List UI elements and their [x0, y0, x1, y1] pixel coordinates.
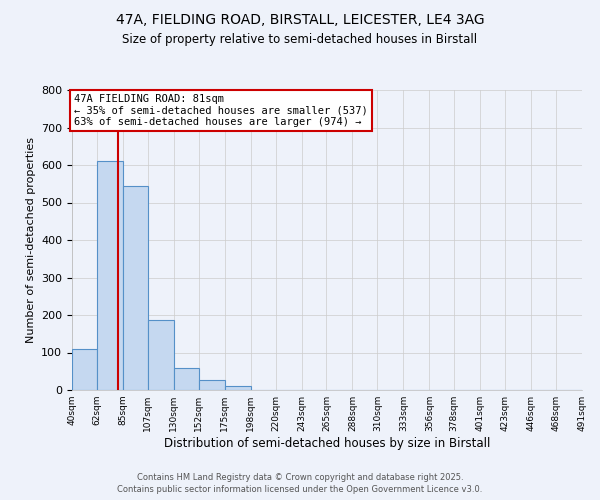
X-axis label: Distribution of semi-detached houses by size in Birstall: Distribution of semi-detached houses by … — [164, 437, 490, 450]
Bar — [123, 186, 148, 390]
Bar — [224, 386, 251, 390]
Bar — [174, 368, 199, 390]
Bar — [72, 349, 97, 390]
Text: 47A FIELDING ROAD: 81sqm
← 35% of semi-detached houses are smaller (537)
63% of : 47A FIELDING ROAD: 81sqm ← 35% of semi-d… — [74, 94, 368, 127]
Bar — [199, 380, 224, 390]
Bar — [97, 161, 123, 390]
Y-axis label: Number of semi-detached properties: Number of semi-detached properties — [26, 137, 35, 343]
Text: Size of property relative to semi-detached houses in Birstall: Size of property relative to semi-detach… — [122, 32, 478, 46]
Bar — [148, 320, 174, 390]
Text: Contains public sector information licensed under the Open Government Licence v3: Contains public sector information licen… — [118, 485, 482, 494]
Text: 47A, FIELDING ROAD, BIRSTALL, LEICESTER, LE4 3AG: 47A, FIELDING ROAD, BIRSTALL, LEICESTER,… — [116, 12, 484, 26]
Text: Contains HM Land Registry data © Crown copyright and database right 2025.: Contains HM Land Registry data © Crown c… — [137, 472, 463, 482]
